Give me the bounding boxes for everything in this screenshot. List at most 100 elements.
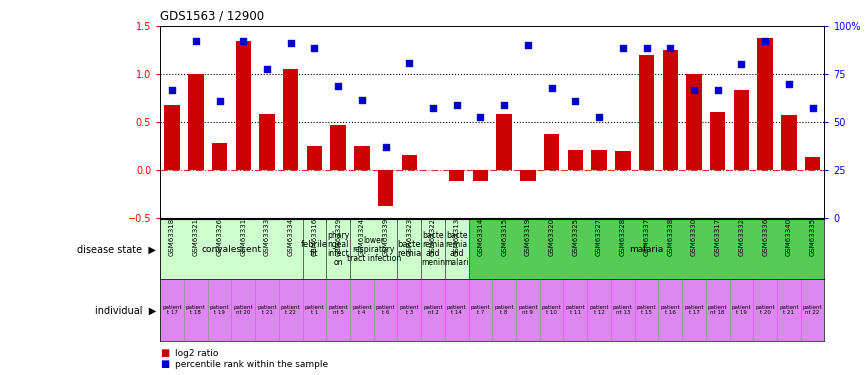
Text: GSM63315: GSM63315 — [501, 217, 507, 256]
Point — [545, 86, 559, 92]
Point — [782, 81, 796, 87]
Bar — [302, 217, 326, 219]
Bar — [208, 217, 231, 219]
Text: patient
t 21: patient t 21 — [257, 305, 277, 315]
Point — [378, 144, 392, 150]
Point — [355, 97, 369, 103]
Text: patient
t 16: patient t 16 — [661, 305, 680, 315]
Bar — [259, 114, 275, 170]
Bar — [279, 279, 302, 341]
Bar — [208, 279, 231, 341]
Bar — [777, 279, 801, 341]
Bar — [231, 217, 255, 219]
Text: patient
t 10: patient t 10 — [542, 305, 561, 315]
Point — [592, 114, 606, 120]
Bar — [729, 217, 753, 219]
Bar — [469, 217, 492, 219]
Bar — [302, 279, 326, 341]
Point — [331, 84, 345, 90]
Point — [165, 87, 179, 93]
Point — [521, 42, 535, 48]
Bar — [801, 217, 824, 219]
Bar — [587, 279, 611, 341]
Point — [307, 45, 321, 51]
Bar — [591, 150, 607, 170]
Bar — [611, 217, 635, 219]
Bar — [492, 279, 516, 341]
Text: GSM63332: GSM63332 — [739, 217, 745, 256]
Bar — [326, 217, 350, 219]
Point — [260, 66, 274, 72]
Text: GSM63334: GSM63334 — [288, 217, 294, 256]
Point — [734, 62, 748, 68]
Bar — [658, 279, 682, 341]
Bar — [307, 146, 322, 170]
Text: bacte
remia
and
menin: bacte remia and menin — [421, 231, 445, 267]
Bar — [421, 279, 445, 341]
Bar — [635, 279, 658, 341]
Bar — [658, 217, 682, 219]
Bar — [279, 217, 302, 219]
Bar — [255, 217, 279, 219]
Bar — [255, 279, 279, 341]
Point — [474, 114, 488, 120]
Text: individual  ▶: individual ▶ — [94, 305, 156, 315]
Text: GSM63317: GSM63317 — [714, 217, 721, 256]
Bar — [777, 217, 801, 219]
Point — [568, 98, 582, 104]
Text: GSM63330: GSM63330 — [691, 217, 697, 256]
Point — [663, 45, 677, 51]
Text: GSM63326: GSM63326 — [216, 217, 223, 256]
Text: patient
nt 2: patient nt 2 — [423, 305, 443, 315]
Text: patient
nt 22: patient nt 22 — [803, 305, 823, 315]
Bar — [184, 279, 208, 341]
Bar — [520, 170, 535, 181]
Text: GDS1563 / 12900: GDS1563 / 12900 — [160, 9, 264, 22]
Bar — [350, 219, 397, 279]
Text: GSM63338: GSM63338 — [667, 217, 673, 256]
Bar — [682, 279, 706, 341]
Bar — [662, 50, 678, 170]
Bar — [378, 170, 393, 206]
Text: GSM63327: GSM63327 — [596, 217, 602, 256]
Bar — [421, 219, 445, 279]
Text: ■: ■ — [160, 359, 170, 369]
Bar — [302, 219, 326, 279]
Bar — [540, 217, 564, 219]
Text: bacte
remia
and
malari: bacte remia and malari — [444, 231, 469, 267]
Point — [189, 38, 203, 44]
Text: patient
t 18: patient t 18 — [186, 305, 205, 315]
Point — [640, 45, 654, 51]
Text: GSM63324: GSM63324 — [359, 217, 365, 256]
Point — [426, 105, 440, 111]
Text: patient
t 21: patient t 21 — [779, 305, 798, 315]
Text: patient
nt 13: patient nt 13 — [613, 305, 632, 315]
Text: phary
ngeal
infect
on: phary ngeal infect on — [327, 231, 349, 267]
Bar — [445, 279, 469, 341]
Bar — [445, 217, 469, 219]
Bar — [639, 55, 654, 170]
Bar — [540, 279, 564, 341]
Text: bacte
remia: bacte remia — [397, 240, 422, 258]
Text: GSM63331: GSM63331 — [240, 217, 246, 256]
Text: lower
respiratory
tract infection: lower respiratory tract infection — [346, 236, 401, 263]
Text: patient
t 17: patient t 17 — [162, 305, 182, 315]
Bar — [184, 217, 208, 219]
Bar — [402, 155, 417, 170]
Bar — [496, 114, 512, 170]
Text: patient
t 6: patient t 6 — [376, 305, 396, 315]
Bar — [160, 279, 184, 341]
Text: patient
t 1: patient t 1 — [305, 305, 324, 315]
Text: GSM63319: GSM63319 — [525, 217, 531, 256]
Text: log2 ratio: log2 ratio — [175, 349, 218, 358]
Bar — [615, 150, 630, 170]
Bar — [781, 115, 797, 170]
Bar — [753, 279, 777, 341]
Text: ■: ■ — [160, 348, 170, 358]
Text: GSM63323: GSM63323 — [406, 217, 412, 256]
Text: GSM63322: GSM63322 — [430, 217, 436, 256]
Text: GSM63333: GSM63333 — [264, 217, 270, 256]
Point — [616, 45, 630, 51]
Text: patient
nt 18: patient nt 18 — [708, 305, 727, 315]
Text: GSM63335: GSM63335 — [810, 217, 816, 256]
